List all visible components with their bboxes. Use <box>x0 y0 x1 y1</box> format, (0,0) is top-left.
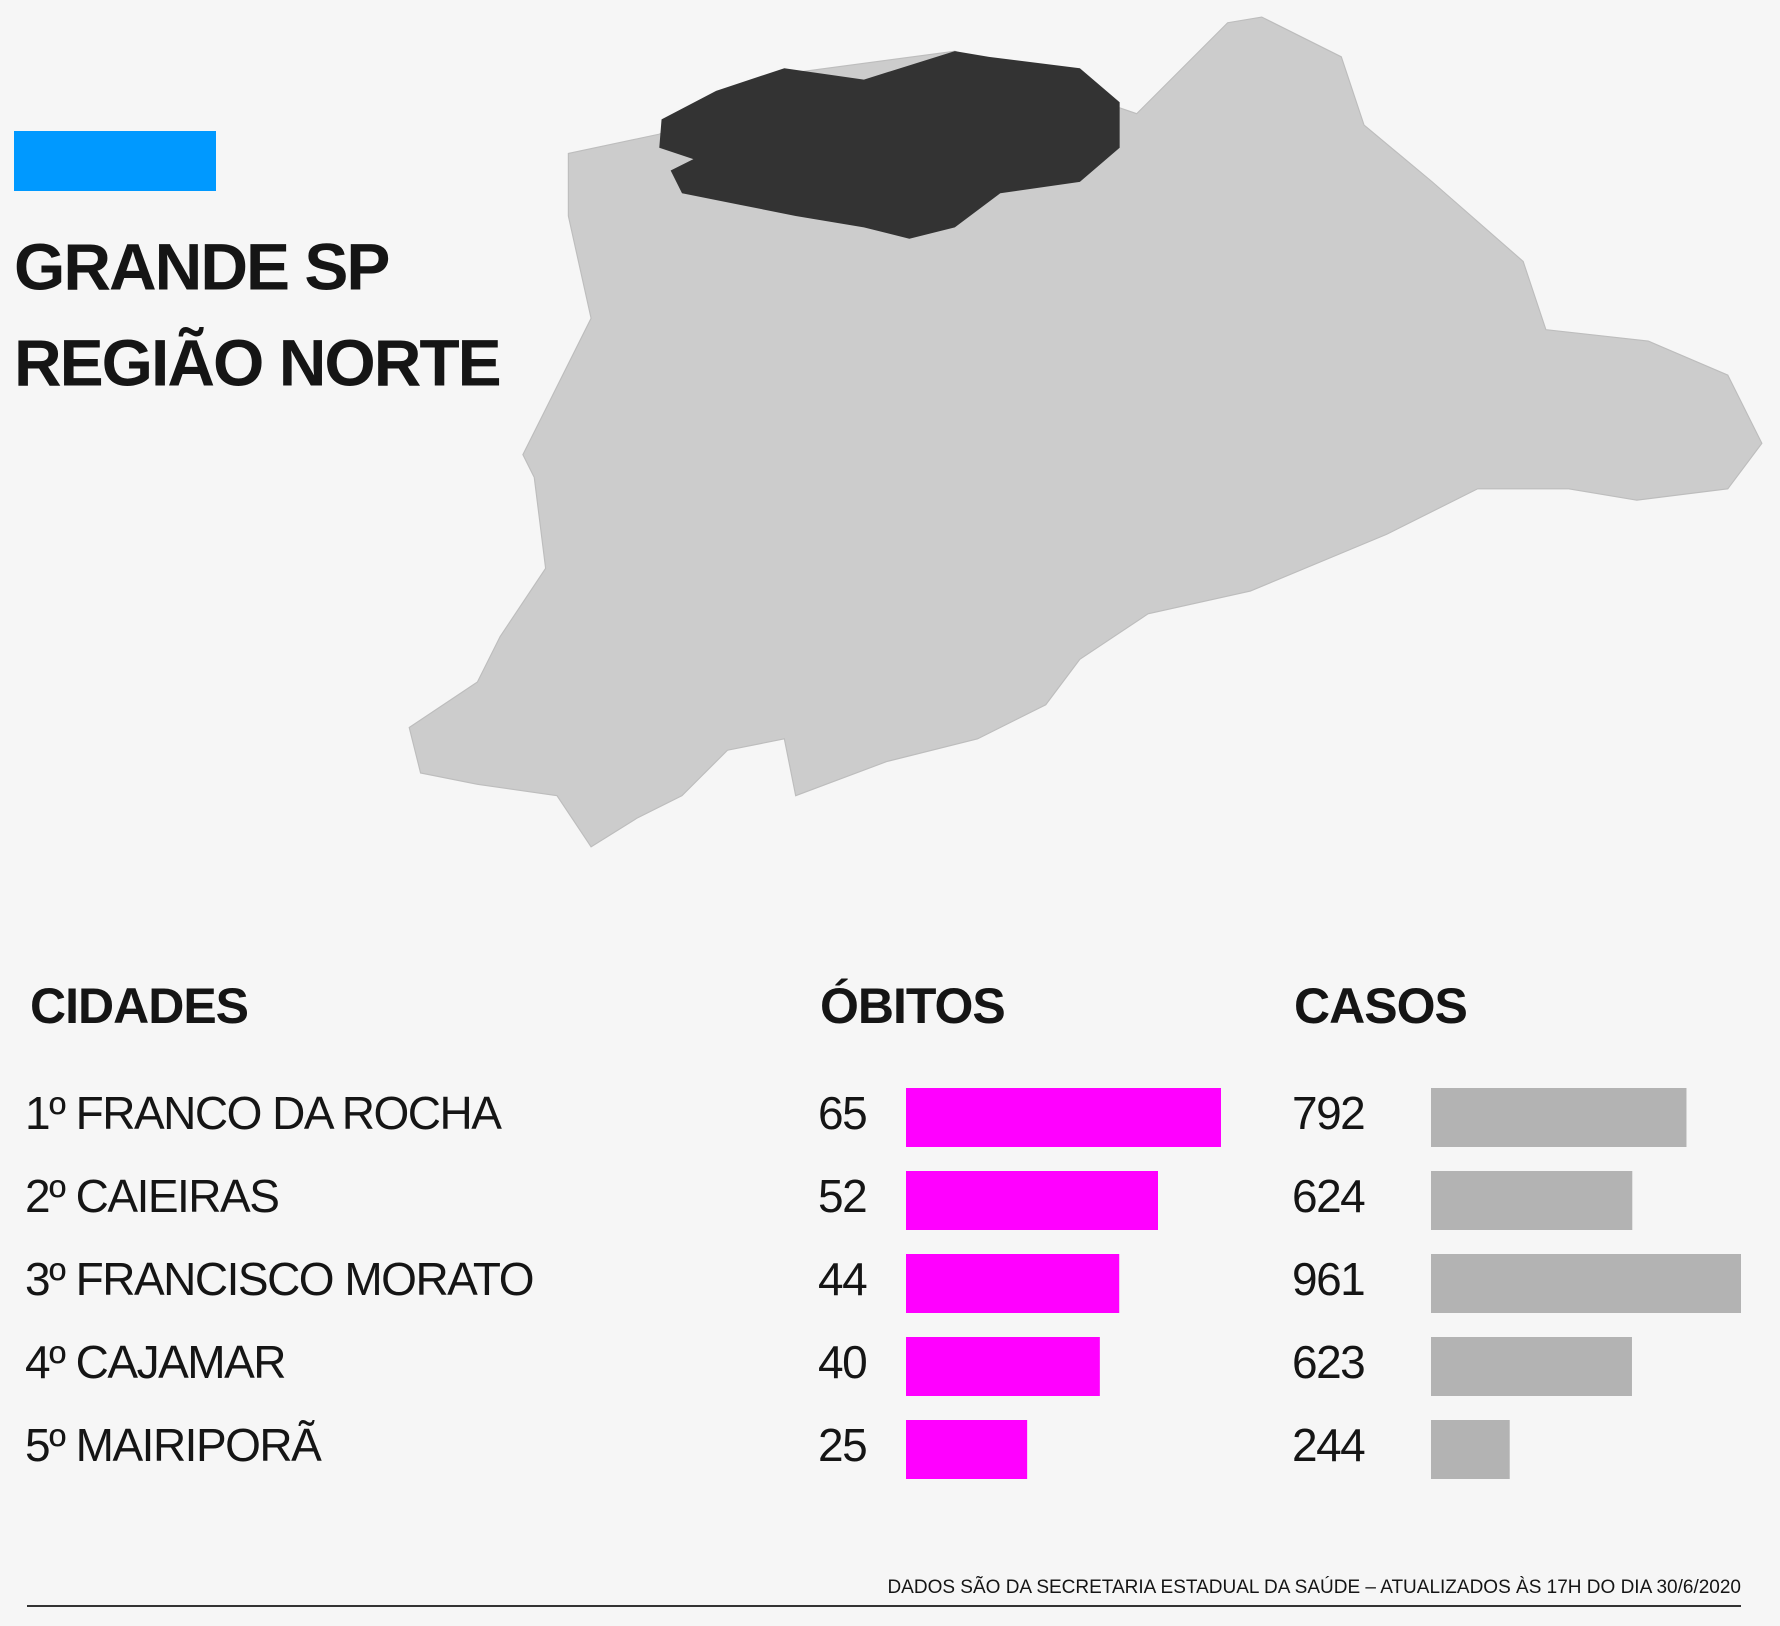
value-label: 624 <box>1292 1170 1365 1222</box>
value-label: 40 <box>818 1336 866 1388</box>
source-note: DADOS SÃO DA SECRETARIA ESTADUAL DA SAÚD… <box>887 1576 1741 1598</box>
category-label: 3º FRANCISCO MORATO <box>25 1253 533 1305</box>
value-label: 52 <box>818 1170 866 1222</box>
column-header: CIDADES <box>30 978 248 1034</box>
bar <box>906 1420 1028 1479</box>
value-label: 961 <box>1292 1253 1364 1305</box>
bar <box>1431 1337 1632 1396</box>
value-label: 244 <box>1292 1419 1365 1471</box>
value-label: 792 <box>1292 1087 1364 1139</box>
category-label: 1º FRANCO DA ROCHA <box>25 1087 502 1139</box>
accent-bar <box>14 131 216 191</box>
category-label: 4º CAJAMAR <box>25 1336 285 1388</box>
bar <box>906 1254 1120 1313</box>
bar <box>1431 1420 1510 1479</box>
category-label: 2º CAIEIRAS <box>25 1170 278 1222</box>
series-header: CASOS <box>1294 978 1467 1034</box>
value-label: 623 <box>1292 1336 1364 1388</box>
category-label: 5º MAIRIPORÃ <box>25 1419 322 1471</box>
highlighted-region <box>659 51 1120 239</box>
region-map <box>408 16 1763 848</box>
value-label: 44 <box>818 1253 867 1305</box>
bar <box>906 1088 1221 1147</box>
value-label: 65 <box>818 1087 866 1139</box>
chart-title: GRANDE SP <box>14 229 388 303</box>
map <box>408 16 1763 848</box>
series-header: ÓBITOS <box>820 978 1005 1034</box>
bar <box>1431 1254 1741 1313</box>
value-label: 25 <box>818 1419 866 1471</box>
bar <box>906 1337 1100 1396</box>
bar <box>906 1171 1158 1230</box>
bar <box>1431 1088 1687 1147</box>
bar <box>1431 1171 1633 1230</box>
chart-subtitle: REGIÃO NORTE <box>14 325 500 399</box>
